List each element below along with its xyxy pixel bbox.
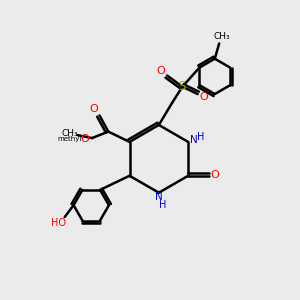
Text: O: O — [200, 92, 208, 102]
Text: O: O — [157, 66, 166, 76]
Text: CH₃: CH₃ — [62, 129, 78, 138]
Text: N: N — [190, 134, 197, 145]
Text: O: O — [211, 170, 220, 180]
Text: H: H — [197, 132, 204, 142]
Text: N: N — [155, 192, 163, 202]
Text: HO: HO — [51, 218, 66, 229]
Text: O: O — [80, 134, 89, 144]
Text: O: O — [90, 104, 99, 114]
Text: methyl: methyl — [57, 136, 81, 142]
Text: H: H — [159, 200, 166, 210]
Text: CH₃: CH₃ — [214, 32, 230, 41]
Text: S: S — [179, 80, 186, 93]
